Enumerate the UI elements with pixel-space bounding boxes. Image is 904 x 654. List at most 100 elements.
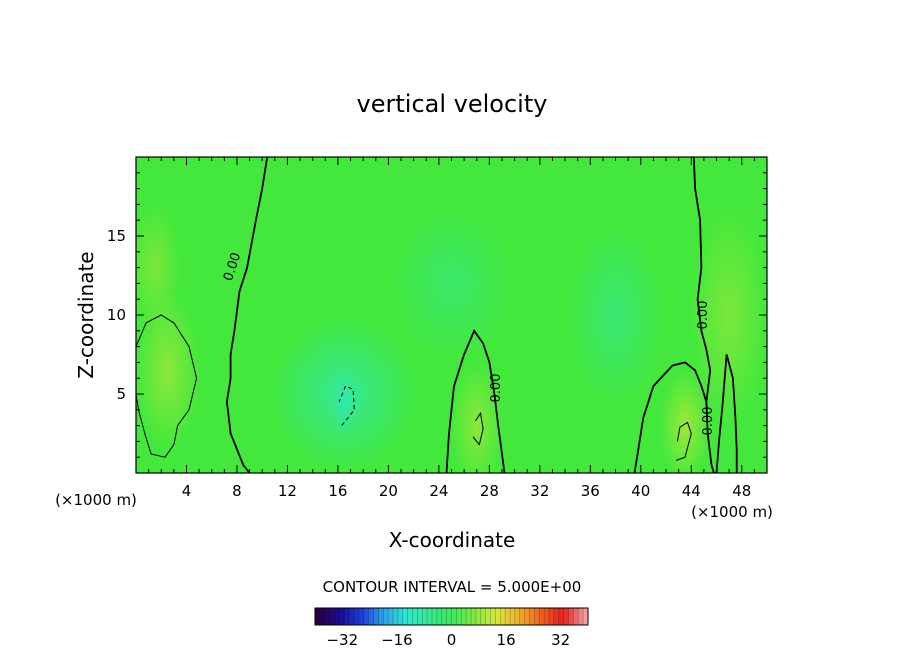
colorbar-swatch [490, 608, 496, 625]
field-blob [136, 291, 200, 450]
colorbar-swatch [524, 608, 530, 625]
y-tick-label: 15 [107, 227, 126, 245]
colorbar-swatch [407, 608, 413, 625]
x-tick-label: 8 [232, 482, 242, 500]
colorbar-swatch [354, 608, 360, 625]
y-tick-label: 10 [107, 306, 126, 324]
colorbar-swatch [461, 608, 467, 625]
field-blob [136, 204, 181, 331]
field-blob [659, 370, 711, 473]
contour-interval-text: CONTOUR INTERVAL = 5.000E+00 [323, 578, 582, 596]
colorbar-swatch [319, 608, 326, 625]
colorbar-swatch [466, 608, 472, 625]
colorbar-swatch [578, 608, 584, 625]
colorbar-swatch [475, 608, 482, 625]
colorbar-swatch [339, 608, 345, 625]
contour-lines [136, 157, 738, 473]
x-tick-label: 28 [480, 482, 499, 500]
contour-line [675, 421, 692, 461]
colorbar-swatch [514, 608, 521, 625]
colorbar-swatch [417, 608, 423, 625]
contour-line [715, 354, 738, 473]
x-tick-label: 12 [278, 482, 297, 500]
colorbar-tick-label: 0 [447, 631, 457, 649]
colorbar-swatch [383, 608, 389, 625]
colorbar-swatch [349, 608, 355, 625]
x-units-label-left: (×1000 m) [55, 491, 137, 509]
colorbar-swatch [368, 608, 374, 625]
colorbar-swatch [412, 608, 418, 625]
colorbar-swatch [315, 608, 321, 625]
colorbar-swatch [427, 608, 433, 625]
colorbar-swatch [436, 608, 443, 625]
field-blob [565, 220, 667, 410]
colorbar-swatch [373, 608, 379, 625]
contour-line [445, 328, 506, 473]
contour-line [692, 157, 715, 473]
contour-line [633, 361, 708, 473]
colorbar-swatch [510, 608, 516, 625]
colorbar-swatch [505, 608, 511, 625]
colorbar-swatch [446, 608, 452, 625]
field-blob [331, 370, 357, 434]
colorbar-swatch [573, 608, 579, 625]
contour-label: 0.00 [489, 374, 504, 403]
colorbar-swatch [441, 608, 447, 625]
x-tick-label: 20 [379, 482, 398, 500]
colorbar-tick-label: −16 [381, 631, 413, 649]
colorbar-swatch [485, 608, 491, 625]
chart-title: vertical velocity [357, 90, 548, 118]
contour-line [136, 314, 198, 458]
colorbar-swatch [344, 608, 350, 625]
colorbar-tick-label: −32 [326, 631, 358, 649]
colorbar-swatch [558, 608, 564, 625]
colorbar-swatch [519, 608, 525, 625]
colorbar-swatch [334, 608, 340, 625]
contour-label: 0.00 [701, 407, 716, 436]
colorbar-swatch [563, 608, 569, 625]
colorbar-swatch [495, 608, 501, 625]
y-axis-label: Z-coordinate [74, 251, 98, 378]
colorbar-swatch [549, 608, 555, 625]
colorbar-swatch [553, 608, 560, 625]
colorbar-swatch [471, 608, 477, 625]
colorbar-swatch [378, 608, 384, 625]
colorbar-swatch [534, 608, 540, 625]
colorbar-swatch [529, 608, 535, 625]
x-units-label-right: (×1000 m) [691, 503, 773, 521]
contour-labels: 0.00 0.00 0.00 0.00 [221, 251, 716, 436]
contour-line [472, 411, 484, 446]
colorbar-swatch [568, 608, 574, 625]
colorbar-swatch [500, 608, 506, 625]
field-blob [451, 362, 502, 473]
colorbar-swatch [456, 608, 462, 625]
colorbar-swatch [393, 608, 399, 625]
colorbar-frame [314, 607, 589, 626]
colorbar-swatch [480, 608, 486, 625]
colorbar-swatch [539, 608, 545, 625]
x-axis-label: X-coordinate [389, 528, 516, 552]
colorbar-tick-label: 32 [551, 631, 570, 649]
contour-label: 0.00 [696, 301, 711, 330]
x-tick-label: 40 [631, 482, 650, 500]
x-tick-label: 32 [530, 482, 549, 500]
field-shading [136, 204, 767, 473]
colorbar-swatch [388, 608, 394, 625]
colorbar-swatch [583, 608, 589, 625]
colorbar-swatch [402, 608, 408, 625]
y-tick-label: 5 [116, 385, 126, 403]
x-tick-label: 48 [732, 482, 751, 500]
contour-line [225, 157, 269, 473]
x-tick-label: 16 [328, 482, 347, 500]
colorbar-swatch [397, 608, 404, 625]
colorbar-swatch [363, 608, 369, 625]
field-blob [388, 204, 515, 363]
colorbar-tick-label: 16 [497, 631, 516, 649]
colorbar-swatch [422, 608, 428, 625]
x-tick-label: 36 [581, 482, 600, 500]
colorbar-swatch [451, 608, 457, 625]
colorbar-swatch [432, 608, 438, 625]
x-tick-label: 24 [429, 482, 448, 500]
